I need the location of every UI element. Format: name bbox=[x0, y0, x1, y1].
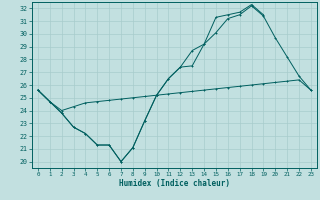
X-axis label: Humidex (Indice chaleur): Humidex (Indice chaleur) bbox=[119, 179, 230, 188]
